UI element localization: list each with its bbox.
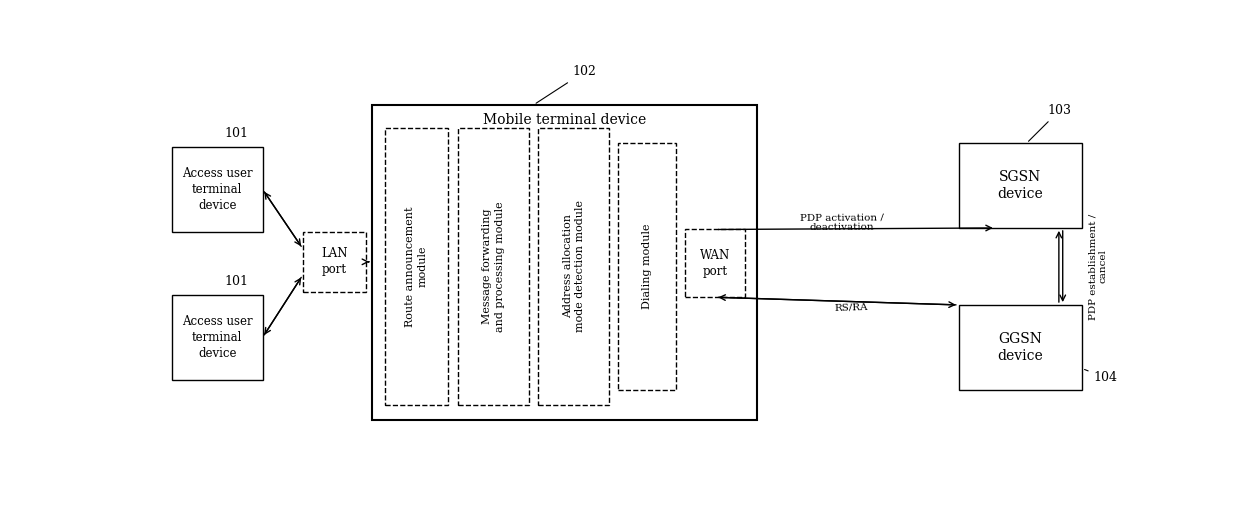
Text: Mobile terminal device: Mobile terminal device <box>483 113 647 127</box>
Bar <box>302 232 366 292</box>
Text: Address allocation
mode detection module: Address allocation mode detection module <box>563 200 585 332</box>
Bar <box>385 128 449 405</box>
Text: 101: 101 <box>224 127 249 140</box>
Bar <box>685 229 746 297</box>
Bar <box>172 295 263 380</box>
Text: PDP activation /
deactivation: PDP activation / deactivation <box>799 213 883 232</box>
Text: Route announcement
module: Route announcement module <box>405 206 427 327</box>
Text: GGSN
device: GGSN device <box>997 332 1043 363</box>
Bar <box>959 143 1082 228</box>
Bar <box>618 143 676 389</box>
Text: LAN
port: LAN port <box>321 248 348 276</box>
Text: 101: 101 <box>224 275 249 288</box>
Bar <box>959 305 1082 389</box>
Bar <box>458 128 529 405</box>
Bar <box>372 105 757 421</box>
Text: Dialing module: Dialing module <box>642 224 652 309</box>
Text: 103: 103 <box>1028 104 1072 141</box>
Text: Access user
terminal
device: Access user terminal device <box>182 315 253 360</box>
Bar <box>172 147 263 232</box>
Text: Access user
terminal
device: Access user terminal device <box>182 167 253 212</box>
Text: Message forwarding
and processing module: Message forwarding and processing module <box>482 201 506 332</box>
Text: 104: 104 <box>1084 370 1118 384</box>
Bar <box>539 128 610 405</box>
Text: SGSN
device: SGSN device <box>997 170 1043 201</box>
Text: 102: 102 <box>536 66 596 103</box>
Text: WAN
port: WAN port <box>700 249 731 278</box>
Text: PDP establishment /
cancel: PDP establishment / cancel <box>1088 213 1108 320</box>
Text: RS/RA: RS/RA <box>834 302 867 313</box>
